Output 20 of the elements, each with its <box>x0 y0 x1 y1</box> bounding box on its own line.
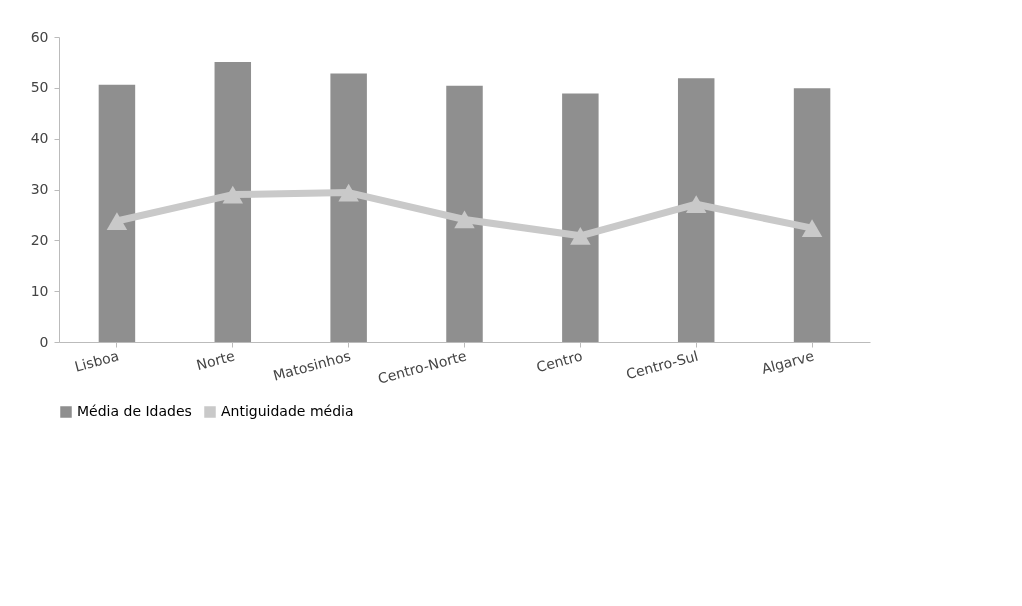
point <box>454 210 475 229</box>
y-tick-label: 10 <box>30 282 49 299</box>
y-tick-label: 50 <box>30 79 49 96</box>
y-tick-label: 0 <box>39 333 49 350</box>
point <box>570 226 591 245</box>
x-tick-label: Centro <box>534 347 584 376</box>
y-tick-label: 60 <box>30 28 49 45</box>
point <box>801 219 823 238</box>
x-tick-label: Algarve <box>759 347 816 377</box>
legend-label: Média de Idades <box>77 403 192 419</box>
point <box>106 212 128 230</box>
point <box>685 195 707 214</box>
y-tick-label: 30 <box>30 181 49 197</box>
point <box>338 183 359 202</box>
point <box>222 185 244 204</box>
x-tick-label: Lisboa <box>72 347 121 375</box>
x-tick-label: Norte <box>194 347 237 374</box>
y-tick-label: 40 <box>30 130 49 147</box>
legend-label: Antiguidade média <box>221 403 354 419</box>
y-tick-label: 20 <box>30 231 49 248</box>
